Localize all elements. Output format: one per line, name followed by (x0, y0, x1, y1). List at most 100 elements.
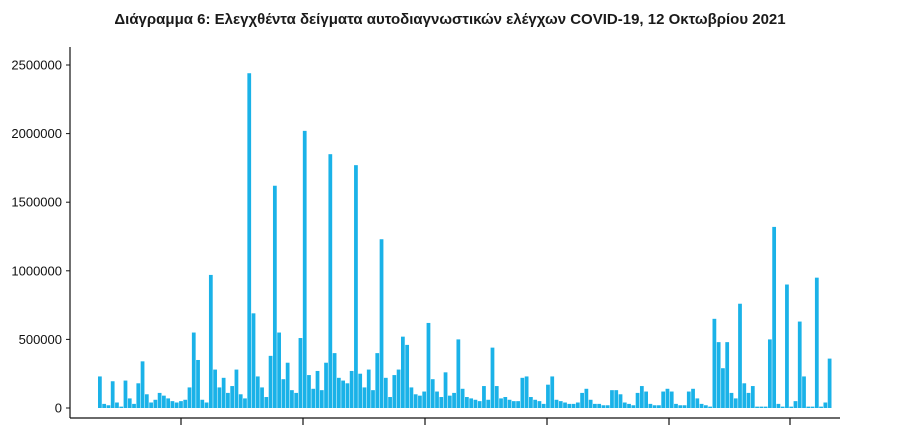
bar (785, 284, 789, 408)
bar (430, 379, 435, 408)
y-tick-label: 2000000 (11, 126, 62, 141)
bar (507, 399, 512, 408)
bar (490, 347, 495, 408)
bar (686, 391, 691, 408)
bar (443, 372, 448, 408)
bar (396, 369, 401, 408)
bar (657, 405, 661, 408)
bar (247, 73, 252, 408)
bar (277, 332, 281, 408)
bar (153, 399, 158, 408)
bar (166, 398, 171, 408)
bar (537, 401, 542, 408)
bar (255, 376, 260, 408)
bar (268, 355, 273, 408)
bar (618, 394, 623, 408)
bar (610, 390, 614, 408)
bar (136, 383, 141, 408)
bar (157, 392, 162, 408)
bar (524, 376, 529, 408)
bar (102, 403, 107, 408)
bar (793, 401, 798, 408)
bar (460, 388, 465, 408)
bar (703, 405, 708, 408)
bar (567, 403, 572, 408)
bar (119, 406, 124, 408)
bar (238, 394, 243, 408)
y-tick-label: 1500000 (11, 195, 62, 210)
bar (200, 399, 205, 408)
bar (204, 402, 209, 408)
bar (708, 406, 712, 408)
y-tick-label: 1000000 (11, 263, 62, 278)
bar (486, 399, 491, 408)
bar (452, 392, 456, 408)
bar (170, 401, 175, 408)
bar (558, 401, 563, 408)
bar (213, 369, 217, 408)
bar-series (98, 73, 832, 409)
bar (652, 405, 657, 408)
bar (588, 399, 593, 408)
bar (554, 399, 559, 408)
bar (695, 398, 700, 408)
bar (597, 403, 602, 408)
bar (776, 403, 781, 408)
bar (503, 397, 508, 408)
bar (750, 386, 755, 408)
bar (332, 353, 337, 408)
bar (725, 342, 730, 408)
bar (669, 391, 674, 408)
bar (400, 336, 405, 408)
bar (802, 376, 806, 408)
bar (191, 332, 196, 408)
bar (144, 394, 149, 408)
bar (149, 402, 153, 408)
bar (302, 130, 307, 409)
bar (755, 406, 759, 408)
bar (827, 358, 832, 408)
bar (631, 405, 636, 408)
x-axis-ticks (180, 418, 791, 425)
bar (447, 395, 452, 408)
chart-title: Διάγραμμα 6: Ελεγχθέντα δείγματα αυτοδια… (114, 11, 786, 28)
bar (345, 383, 350, 408)
bar (456, 339, 461, 408)
bar (593, 403, 597, 408)
bar (699, 403, 704, 408)
bar (529, 397, 533, 408)
bar (780, 406, 785, 408)
bar (622, 402, 627, 408)
bar (294, 392, 299, 408)
bar (601, 405, 606, 408)
bar (729, 392, 734, 408)
bar (767, 339, 772, 408)
bar (290, 390, 294, 408)
bar (674, 403, 678, 408)
bar (494, 386, 499, 408)
bar (759, 406, 764, 408)
bar (315, 370, 320, 408)
bar (691, 388, 695, 408)
bar (179, 401, 183, 408)
bar (115, 402, 119, 408)
bar (110, 381, 115, 408)
bar (810, 406, 815, 408)
bar (366, 369, 371, 408)
bar (639, 386, 644, 408)
bar (648, 403, 653, 408)
bar (162, 395, 166, 408)
bar (196, 359, 200, 408)
bar (439, 397, 444, 408)
bar (418, 395, 422, 408)
bar (260, 387, 264, 408)
bar (413, 394, 418, 408)
bar (580, 392, 584, 408)
y-tick-label: 2500000 (11, 58, 62, 73)
bar (358, 373, 363, 408)
bar (324, 362, 328, 408)
bar (311, 388, 316, 408)
bar (806, 406, 811, 408)
bar (797, 321, 802, 408)
